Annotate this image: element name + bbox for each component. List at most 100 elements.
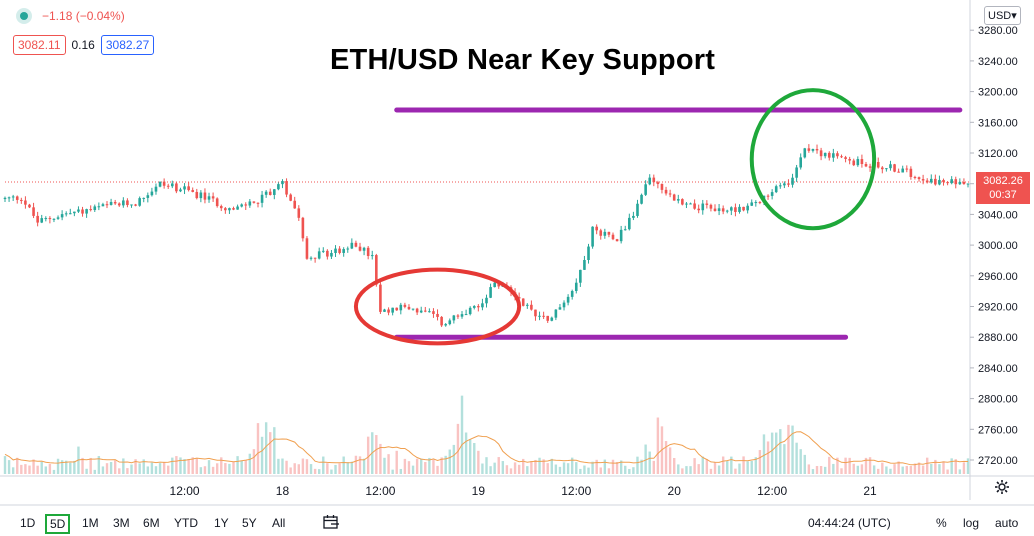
volume-bar bbox=[464, 432, 468, 474]
candle-body bbox=[138, 198, 141, 206]
candle-body bbox=[693, 203, 696, 209]
candle-body bbox=[370, 255, 374, 257]
volume-bar bbox=[309, 464, 313, 474]
candle-body bbox=[162, 181, 166, 186]
candle-body bbox=[305, 238, 309, 259]
candle-body bbox=[468, 307, 472, 315]
gear-icon[interactable] bbox=[994, 479, 1010, 500]
candle-body bbox=[481, 303, 484, 308]
volume-bar bbox=[872, 465, 876, 474]
volume-bar bbox=[856, 465, 860, 474]
volume-bar bbox=[171, 457, 174, 474]
y-tick-label: 2760.00 bbox=[978, 424, 1018, 436]
volume-bar bbox=[599, 467, 602, 474]
candle-body bbox=[807, 148, 811, 151]
timeframe-1y[interactable]: 1Y bbox=[214, 516, 229, 530]
candle-body bbox=[770, 192, 774, 196]
volume-bar bbox=[301, 458, 305, 474]
timeframe-1m[interactable]: 1M bbox=[82, 516, 99, 530]
candle-body bbox=[709, 204, 713, 209]
volume-bar bbox=[338, 463, 341, 474]
bid-price[interactable]: 3082.11 bbox=[13, 35, 66, 55]
candle-body bbox=[150, 191, 154, 196]
calendar-range-icon[interactable] bbox=[322, 514, 340, 533]
volume-bar bbox=[252, 449, 256, 474]
volume-bar bbox=[150, 462, 154, 474]
volume-bar bbox=[730, 456, 733, 474]
volume-bar bbox=[587, 467, 590, 474]
candle-body bbox=[676, 199, 680, 201]
ask-price[interactable]: 3082.27 bbox=[100, 35, 155, 55]
volume-bar bbox=[362, 458, 366, 474]
volume-bar bbox=[591, 461, 594, 474]
volume-bar bbox=[366, 436, 370, 474]
candle-body bbox=[534, 309, 537, 317]
candle-body bbox=[203, 192, 207, 200]
x-tick-label: 19 bbox=[472, 484, 486, 498]
percent-toggle[interactable]: % bbox=[936, 516, 947, 530]
candle-body bbox=[778, 185, 782, 187]
volume-bar bbox=[73, 460, 76, 474]
support-zone-ellipse bbox=[353, 267, 522, 346]
candle-body bbox=[570, 290, 574, 297]
candle-body bbox=[966, 183, 970, 185]
candle-body bbox=[856, 159, 860, 166]
volume-bar bbox=[644, 444, 647, 474]
volume-bar bbox=[346, 462, 349, 474]
candle-body bbox=[301, 217, 305, 239]
candle-body bbox=[395, 307, 399, 311]
candle-body bbox=[648, 177, 652, 185]
timeframe-ytd[interactable]: YTD bbox=[174, 516, 198, 530]
volume-bar bbox=[840, 468, 843, 474]
timeframe-5d[interactable]: 5D bbox=[45, 514, 71, 534]
candle-body bbox=[921, 179, 925, 181]
volume-bar bbox=[146, 466, 150, 474]
live-dot-icon bbox=[20, 12, 28, 20]
timeframe-all[interactable]: All bbox=[272, 516, 286, 530]
volume-bar bbox=[85, 468, 88, 474]
volume-bar bbox=[468, 439, 472, 474]
timeframe-5y[interactable]: 5Y bbox=[242, 516, 257, 530]
volume-bar bbox=[281, 458, 284, 474]
candle-body bbox=[632, 215, 635, 218]
candle-body bbox=[917, 177, 921, 180]
candle-body bbox=[893, 164, 896, 172]
timeframe-3m[interactable]: 3M bbox=[113, 516, 130, 530]
chart-title: ETH/USD Near Key Support bbox=[330, 44, 716, 76]
volume-bar bbox=[791, 425, 794, 474]
timeframe-6m[interactable]: 6M bbox=[143, 516, 160, 530]
volume-bar bbox=[334, 464, 337, 474]
volume-bar bbox=[717, 465, 721, 474]
candle-body bbox=[354, 242, 358, 247]
volume-bar bbox=[628, 468, 631, 474]
volume-bar bbox=[297, 464, 300, 474]
candle-body bbox=[526, 304, 529, 306]
candle-body bbox=[358, 246, 362, 251]
utc-clock[interactable]: 04:44:24 (UTC) bbox=[808, 516, 891, 530]
candle-body bbox=[20, 199, 23, 201]
candle-body bbox=[615, 239, 619, 242]
timeframe-1d[interactable]: 1D bbox=[20, 516, 36, 530]
candle-body bbox=[236, 206, 239, 210]
spread: 0.16 bbox=[71, 38, 95, 52]
currency-selector[interactable]: USD▾ bbox=[984, 6, 1021, 25]
volume-bar bbox=[244, 460, 247, 474]
candle-body bbox=[277, 184, 280, 190]
volume-bar bbox=[787, 424, 790, 474]
x-tick-label: 12:00 bbox=[365, 484, 395, 498]
volume-bar bbox=[815, 466, 819, 474]
x-tick-label: 12:00 bbox=[170, 484, 200, 498]
candle-body bbox=[97, 206, 101, 208]
candle-body bbox=[460, 314, 464, 317]
candle-body bbox=[795, 167, 798, 178]
candle-body bbox=[415, 308, 419, 313]
auto-toggle[interactable]: auto bbox=[995, 516, 1019, 530]
volume-bar bbox=[775, 432, 778, 474]
log-toggle[interactable]: log bbox=[963, 516, 980, 530]
candle-body bbox=[375, 255, 378, 285]
volume-bar bbox=[215, 463, 219, 474]
volume-bar bbox=[101, 466, 105, 474]
y-tick-label: 2720.00 bbox=[978, 455, 1018, 467]
volume-bar bbox=[130, 464, 133, 474]
